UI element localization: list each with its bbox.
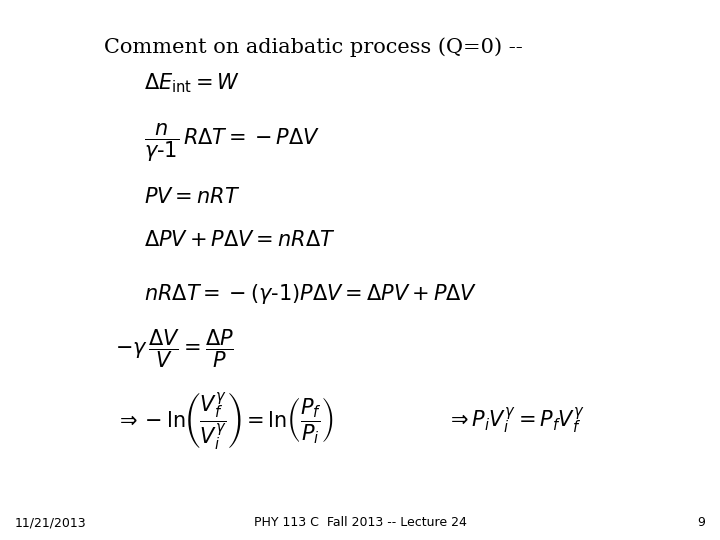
Text: $\dfrac{n}{\gamma\text{-}1}\,R\Delta T = -P\Delta V$: $\dfrac{n}{\gamma\text{-}1}\,R\Delta T =… <box>144 122 320 164</box>
Text: $\Rightarrow P_i V_i^{\gamma} = P_f V_f^{\gamma}$: $\Rightarrow P_i V_i^{\gamma} = P_f V_f^… <box>446 406 585 436</box>
Text: 11/21/2013: 11/21/2013 <box>14 516 86 529</box>
Text: PHY 113 C  Fall 2013 -- Lecture 24: PHY 113 C Fall 2013 -- Lecture 24 <box>253 516 467 529</box>
Text: $PV = nRT$: $PV = nRT$ <box>144 187 240 207</box>
Text: 9: 9 <box>698 516 706 529</box>
Text: $\Delta PV + P\Delta V = nR\Delta T$: $\Delta PV + P\Delta V = nR\Delta T$ <box>144 230 336 251</box>
Text: $nR\Delta T = -(\gamma\text{-}1)P\Delta V = \Delta PV + P\Delta V$: $nR\Delta T = -(\gamma\text{-}1)P\Delta … <box>144 282 477 306</box>
Text: Comment on adiabatic process (Q=0) --: Comment on adiabatic process (Q=0) -- <box>104 38 523 57</box>
Text: $\Delta E_{\mathrm{int}} = W$: $\Delta E_{\mathrm{int}} = W$ <box>144 72 240 96</box>
Text: $\Rightarrow -\ln\!\left(\dfrac{V_f^{\gamma}}{V_i^{\gamma}}\right) = \ln\!\left(: $\Rightarrow -\ln\!\left(\dfrac{V_f^{\ga… <box>115 390 334 452</box>
Text: $-\gamma\,\dfrac{\Delta V}{V} = \dfrac{\Delta P}{P}$: $-\gamma\,\dfrac{\Delta V}{V} = \dfrac{\… <box>115 327 234 369</box>
